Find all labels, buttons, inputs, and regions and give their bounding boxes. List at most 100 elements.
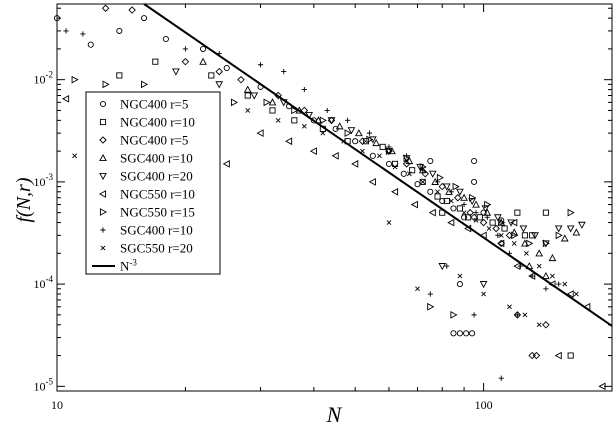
data-point-circle	[286, 103, 293, 110]
data-point-triangle-right	[484, 200, 492, 209]
data-point-square	[269, 107, 276, 114]
data-point-square	[434, 193, 441, 200]
data-point-plus	[471, 312, 477, 318]
data-point-x	[573, 291, 579, 297]
data-point-diamond	[402, 160, 411, 168]
data-point-x	[406, 171, 412, 177]
data-point-triangle-down	[519, 225, 528, 233]
data-point-square	[152, 58, 159, 65]
data-point-x	[536, 322, 542, 328]
data-point-circle	[427, 188, 434, 195]
data-point-x	[507, 304, 512, 310]
data-point-triangle-left	[61, 94, 70, 103]
data-point-circle	[471, 178, 478, 185]
legend-marker-triangle-right	[99, 208, 108, 216]
data-point-triangle-left	[583, 302, 591, 311]
data-point-plus	[473, 210, 479, 216]
data-point-x	[481, 291, 486, 297]
data-point-triangle-right	[436, 173, 444, 182]
data-point-x	[486, 226, 492, 231]
data-point-triangle-right	[567, 208, 575, 217]
data-point-circle	[463, 330, 470, 337]
data-point-triangle-right	[366, 135, 374, 144]
legend-label: SGC400 r=20	[120, 169, 193, 184]
data-point-square	[521, 232, 528, 239]
data-point-triangle-up	[460, 193, 468, 201]
legend-marker-circle	[99, 100, 107, 108]
data-point-triangle-right	[526, 239, 534, 248]
data-point-triangle-down	[481, 205, 490, 213]
data-point-triangle-down	[215, 81, 224, 89]
data-point-plus	[543, 286, 549, 292]
data-point-x	[392, 164, 398, 170]
data-point-x	[377, 153, 382, 159]
data-point-plus	[517, 263, 524, 269]
data-point-triangle-left	[428, 208, 436, 217]
data-point-triangle-down	[172, 68, 180, 76]
data-point-triangle-up	[525, 262, 534, 270]
data-point-triangle-down	[554, 225, 563, 233]
data-point-triangle-up	[268, 98, 277, 106]
data-point-diamond	[542, 321, 550, 329]
data-point-x	[536, 263, 542, 269]
data-point-diamond	[300, 106, 309, 115]
fit-line	[143, 3, 613, 327]
data-point-triangle-up	[548, 253, 557, 262]
data-point-diamond	[492, 224, 500, 233]
data-point-triangle-down	[578, 221, 586, 229]
data-point-triangle-left	[497, 239, 505, 248]
data-point-square	[501, 225, 508, 232]
legend-marker-triangle-down	[99, 172, 107, 181]
legend-marker-diamond	[99, 136, 107, 144]
data-point-triangle-down	[542, 240, 550, 248]
data-point-circle	[471, 157, 478, 165]
data-point-triangle-up	[472, 200, 480, 208]
data-point-x	[498, 232, 504, 238]
data-point-plus	[80, 31, 86, 37]
legend: NGC400 r=5 NGC400 r=10 NGC400 r=5 SGC400 r=…	[85, 91, 221, 275]
data-point-diamond	[479, 218, 488, 227]
data-point-triangle-right	[71, 75, 79, 84]
data-point-triangle-left	[510, 218, 518, 227]
data-point-triangle-left	[598, 382, 606, 391]
data-point-diamond	[181, 57, 190, 66]
legend-label: NGC550 r=15	[120, 205, 195, 220]
data-point-diamond	[215, 67, 223, 76]
legend-label: SGC400 r=10	[120, 223, 193, 238]
data-point-triangle-right	[427, 302, 435, 311]
legend-box	[85, 91, 221, 275]
data-point-plus	[324, 107, 330, 114]
data-point-triangle-left	[351, 160, 359, 168]
data-point-triangle-down	[531, 232, 539, 240]
legend-marker-square	[99, 118, 107, 126]
data-point-square	[208, 72, 215, 79]
data-point-circle	[369, 152, 376, 159]
data-point-triangle-up	[372, 138, 381, 147]
data-point-triangle-up	[354, 129, 363, 137]
data-point-triangle-down	[428, 170, 437, 178]
data-point-x	[524, 250, 529, 256]
data-point-triangle-down	[456, 188, 464, 196]
data-point-triangle-down	[479, 281, 488, 289]
data-point-circle	[116, 27, 123, 34]
data-points	[53, 4, 606, 391]
data-point-triangle-up	[243, 85, 252, 93]
y-axis-title: f(N,r)	[13, 177, 35, 222]
data-point-x	[341, 138, 347, 144]
data-point-triangle-down	[305, 112, 313, 120]
data-point-square	[379, 143, 386, 150]
data-point-x	[301, 123, 307, 129]
legend-label: NGC550 r=10	[120, 187, 195, 202]
legend-marker-plus	[100, 227, 106, 233]
tick-labels: 10 100 10-5 10-4 10-3 10-2	[34, 70, 493, 412]
data-point-plus	[281, 68, 287, 75]
data-point-triangle-left	[331, 151, 339, 160]
data-point-plus	[514, 312, 520, 318]
data-point-triangle-right	[498, 218, 506, 227]
data-point-diamond	[237, 75, 245, 84]
data-point-square	[291, 117, 298, 124]
data-point-triangle-right	[319, 116, 327, 125]
data-point-x	[435, 189, 440, 195]
data-point-triangle-right	[230, 98, 239, 107]
